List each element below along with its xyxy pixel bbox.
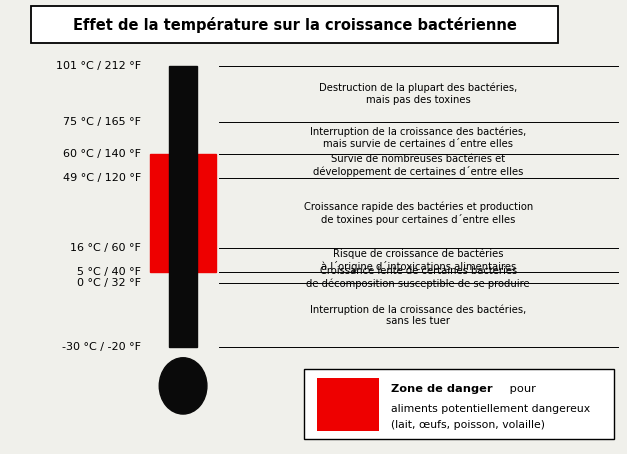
- Text: Risque de croissance de bactéries
à l´origine d´intoxications alimentaires: Risque de croissance de bactéries à l´or…: [320, 249, 516, 272]
- Text: Destruction de la plupart des bactéries,
mais pas des toxines: Destruction de la plupart des bactéries,…: [319, 83, 517, 105]
- Text: -30 °C / -20 °F: -30 °C / -20 °F: [62, 342, 141, 352]
- Text: 49 °C / 120 °F: 49 °C / 120 °F: [63, 173, 141, 183]
- Text: 101 °C / 212 °F: 101 °C / 212 °F: [56, 61, 141, 71]
- Text: 75 °C / 165 °F: 75 °C / 165 °F: [63, 117, 141, 127]
- Text: aliments potentiellement dangereux: aliments potentiellement dangereux: [391, 404, 590, 414]
- Text: Zone de danger: Zone de danger: [391, 384, 493, 394]
- Text: pour: pour: [506, 384, 535, 394]
- Text: (lait, œufs, poisson, volaille): (lait, œufs, poisson, volaille): [391, 420, 545, 430]
- Bar: [317, 378, 379, 431]
- Text: Interruption de la croissance des bactéries,
mais survie de certaines d´entre el: Interruption de la croissance des bactér…: [310, 127, 526, 149]
- FancyBboxPatch shape: [304, 369, 614, 439]
- Text: Croissance rapide des bactéries et production
de toxines pour certaines d´entre : Croissance rapide des bactéries et produ…: [303, 202, 533, 225]
- Text: Effet de la température sur la croissance bactérienne: Effet de la température sur la croissanc…: [73, 16, 517, 33]
- Text: 16 °C / 60 °F: 16 °C / 60 °F: [70, 243, 141, 253]
- Text: Croissance lente de certaines bactéries
de décomposition susceptible de se produ: Croissance lente de certaines bactéries …: [307, 266, 530, 289]
- Text: Interruption de la croissance des bactéries,
sans les tuer: Interruption de la croissance des bactér…: [310, 304, 526, 326]
- Text: 60 °C / 140 °F: 60 °C / 140 °F: [63, 149, 141, 159]
- Text: 5 °C / 40 °F: 5 °C / 40 °F: [77, 267, 141, 277]
- Text: Survie de nombreuses bactéries et
développement de certaines d´entre elles: Survie de nombreuses bactéries et dévelo…: [313, 154, 524, 177]
- FancyBboxPatch shape: [31, 6, 558, 43]
- Text: 0 °C / 32 °F: 0 °C / 32 °F: [77, 278, 141, 288]
